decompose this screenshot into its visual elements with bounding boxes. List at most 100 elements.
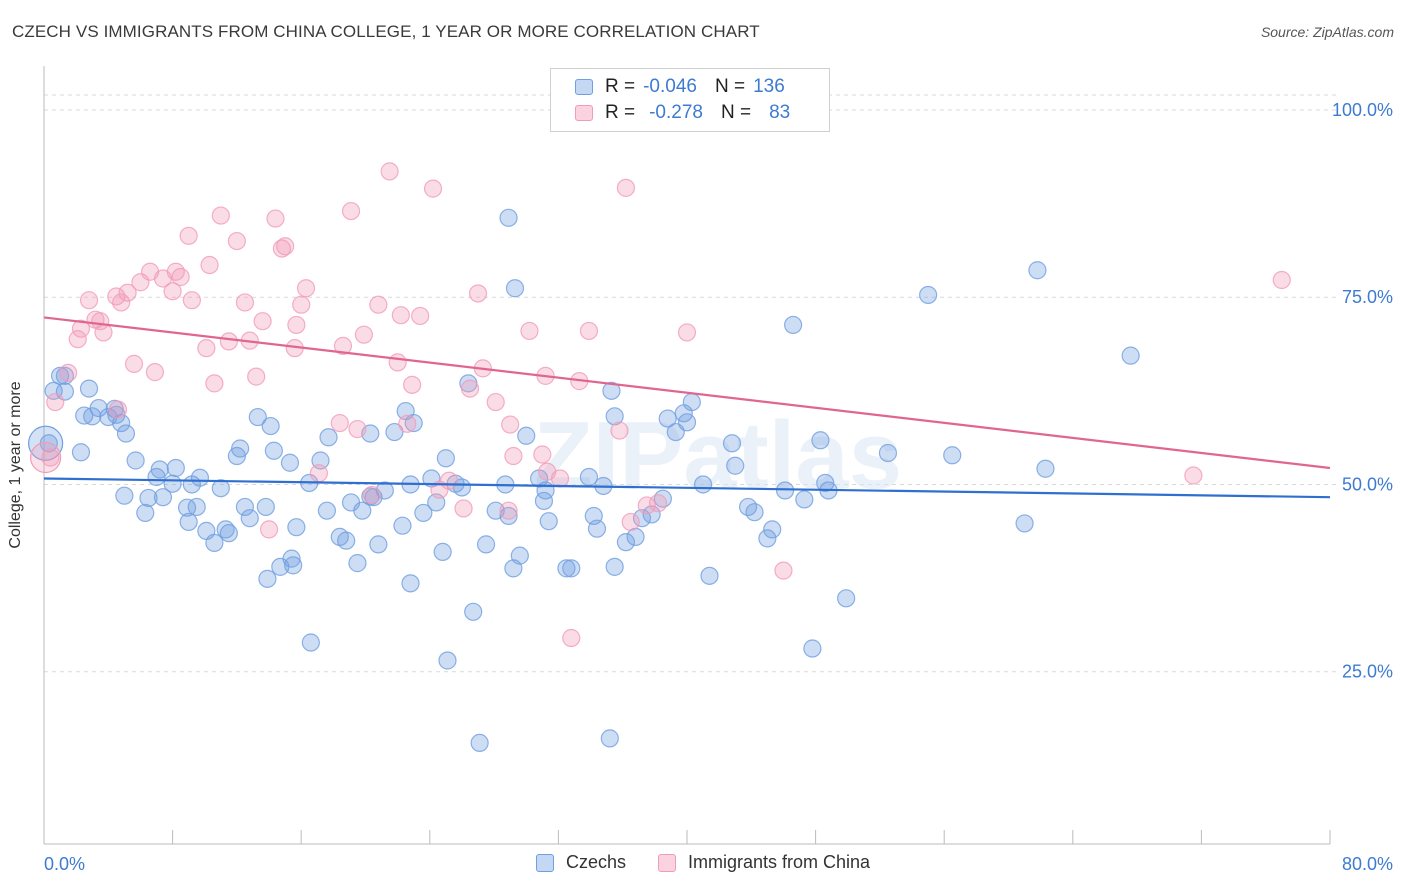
china-point [362,485,382,505]
legend-r-label: R = [605,102,636,123]
czechs-point [153,488,173,507]
czechs-point [700,566,719,585]
china-points [30,162,1291,648]
china-point [454,499,473,518]
china-point [550,469,570,488]
china-point [259,520,279,539]
china-trend-line [43,316,1331,470]
y-tick-label: 75.0% [1342,287,1393,307]
china-point [1272,270,1291,290]
czechs-point [499,208,518,227]
chart-title: CZECH VS IMMIGRANTS FROM CHINA COLLEGE, … [12,22,760,41]
china-point [499,501,518,520]
czechs-point [626,527,645,547]
china-point [124,354,144,373]
y-tick-label: 50.0% [1342,474,1393,494]
czechs-point [258,569,277,588]
china-point [354,325,373,344]
czechs-point [71,443,91,462]
czechs-point [1028,261,1047,280]
czechs-point [231,439,250,458]
grid-lines [44,94,1340,673]
czechs-point [763,520,782,539]
czechs-point [248,407,267,427]
czechs-point [726,456,745,475]
czechs-point [264,441,283,460]
czechs-point [284,556,303,575]
china-point [621,512,640,532]
czechs-point [235,497,255,517]
china-point [562,628,581,648]
czechs-points [28,208,1140,752]
series-legend: Czechs Immigrants from China [0,852,1406,873]
czechs-point [55,366,74,385]
legend-n-label: N = [720,102,752,123]
china-point [423,179,443,198]
czechs-point [919,285,938,305]
china-point [166,262,185,281]
czechs-point [385,422,404,442]
czechs-point [587,519,607,538]
china-point [94,323,113,342]
china-point [637,496,656,515]
china-point [348,419,367,439]
czechs-point [256,497,275,517]
china-point [501,415,520,434]
china-point [287,315,306,335]
czechs-point [139,488,158,508]
czechs-point [505,279,525,298]
x-tick-label: 80.0% [1342,854,1393,874]
czechs-point [433,542,452,561]
czechs-point [166,458,185,478]
china-point [369,295,388,314]
czechs-point [943,446,962,465]
china-point [68,330,87,349]
china-point [1184,466,1203,485]
china-point [118,283,137,302]
czechs-point [369,535,388,554]
y-axis-label-wrap: College, 1 year or more [7,381,25,548]
china-point [504,446,523,466]
china-point [648,494,668,513]
legend-label-china: Immigrants from China [687,852,871,872]
czechs-point [83,407,102,426]
czechs-point [1036,459,1055,478]
china-swatch-icon [575,105,593,121]
china-point [520,321,539,341]
china-point [309,464,328,483]
china-point [182,291,201,310]
china-point [533,445,552,464]
czechs-point [783,315,803,335]
czechs-point [99,407,118,427]
czechs-point [287,518,306,537]
china-point [341,201,361,221]
china-point-large [30,441,62,474]
czechs-point [476,535,496,554]
legend-r-value: -0.278 [649,102,703,123]
china-point [616,178,636,197]
china-point [403,375,422,394]
china-point [296,279,316,298]
czechs-point [136,503,155,523]
czechs-point [517,426,536,445]
czechs-point [745,503,764,522]
czechs-point [602,381,621,400]
legend-r-value: -0.046 [643,76,697,97]
czechs-point [510,546,529,565]
china-point [391,306,410,325]
czechs-point [211,479,230,498]
czechs-point-large [28,425,64,461]
czechs-point [600,729,619,748]
czechs-point [219,524,238,543]
czechs-swatch-icon [575,79,593,95]
czechs-point [470,733,489,752]
trend-lines [43,316,1331,499]
china-point [276,237,295,256]
czechs-point [348,554,367,573]
china-point [235,293,255,312]
y-tick-labels: 25.0% 50.0% 75.0% 100.0% [1332,100,1393,682]
china-point [610,421,629,440]
correlation-legend: R = -0.046 N = 136 R = -0.278 N = 83 [550,68,830,132]
czechs-point [438,651,457,670]
czechs-point [317,501,337,520]
